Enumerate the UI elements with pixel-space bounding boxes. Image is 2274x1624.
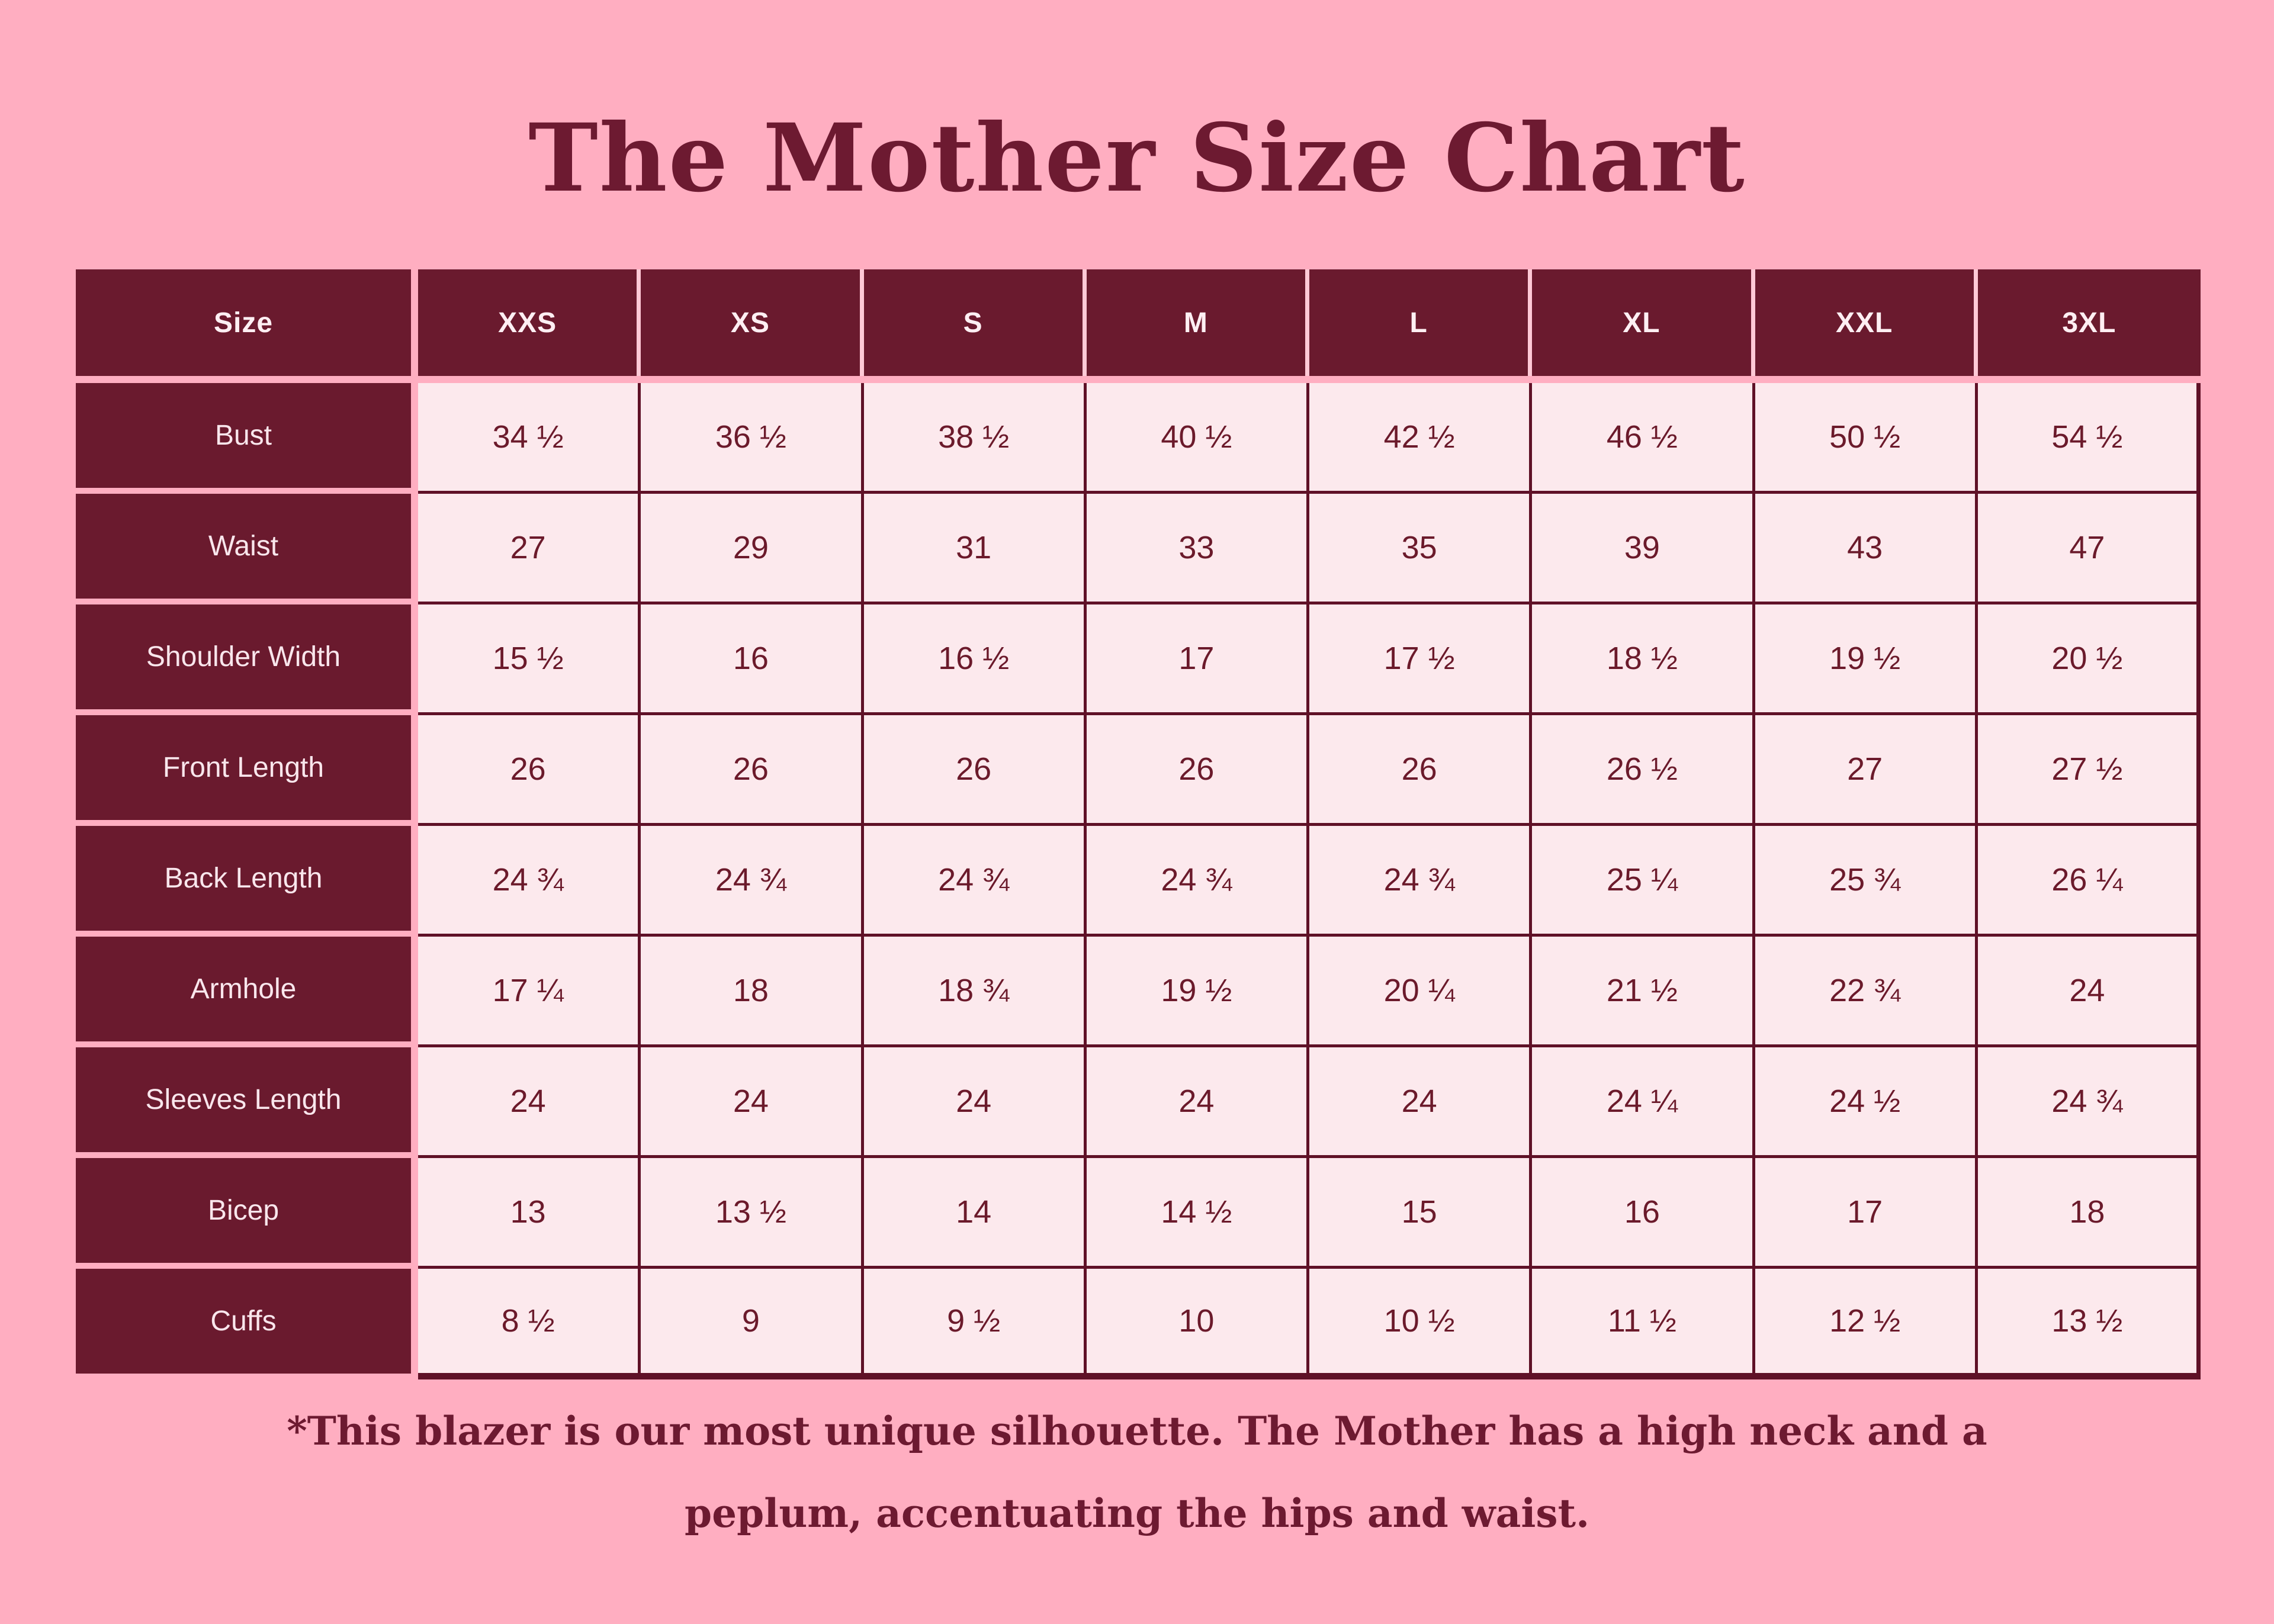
table-cell: 18 ¾ (863, 937, 1087, 1047)
table-cell: 26 (418, 715, 641, 826)
table-cell: 38 ½ (863, 383, 1087, 494)
table-cell: 12 ½ (1755, 1269, 1978, 1379)
table-cell: 18 ½ (1532, 604, 1755, 715)
table-cell: 21 ½ (1532, 937, 1755, 1047)
table-cell: 9 (641, 1269, 864, 1379)
table-cell: 39 (1532, 494, 1755, 604)
table-cell: 9 ½ (863, 1269, 1087, 1379)
table-cell: 14 (863, 1158, 1087, 1269)
table-cell: 47 (1977, 494, 2201, 604)
table-cell: 13 ½ (641, 1158, 864, 1269)
table-cell: 20 ¼ (1309, 937, 1533, 1047)
table-cell: 17 ½ (1309, 604, 1533, 715)
table-cell: 27 (418, 494, 641, 604)
row-label-bust: Bust (76, 383, 411, 488)
footnote-line-1: *This blazer is our most unique silhouet… (287, 1408, 1987, 1454)
table-cell: 40 ½ (1086, 383, 1309, 494)
column-header-xs: XS (641, 269, 864, 376)
table-cell: 10 ½ (1309, 1269, 1533, 1379)
table-cell: 24 (1309, 1047, 1533, 1158)
table-cell: 15 (1309, 1158, 1533, 1269)
table-cell: 33 (1086, 494, 1309, 604)
table-cell: 24 ½ (1755, 1047, 1978, 1158)
table-cell: 26 ¼ (1977, 826, 2201, 937)
table-cell: 24 (863, 1047, 1087, 1158)
column-header-m: M (1086, 269, 1309, 376)
table-cell: 27 (1755, 715, 1978, 826)
row-label-shoulder-width: Shoulder Width (76, 604, 411, 709)
table-header-row: Size XXS XS S M L XL XXL 3XL (76, 269, 2201, 376)
table-cell: 24 ¾ (641, 826, 864, 937)
table-cell: 14 ½ (1086, 1158, 1309, 1269)
size-chart-table: Size XXS XS S M L XL XXL 3XL Bust 34 ½ 3… (76, 269, 2201, 1379)
table-cell: 35 (1309, 494, 1533, 604)
table-cell: 24 (418, 1047, 641, 1158)
table-cell: 26 (1086, 715, 1309, 826)
table-cell: 25 ¾ (1755, 826, 1978, 937)
table-body: Bust 34 ½ 36 ½ 38 ½ 40 ½ 42 ½ 46 ½ 50 ½ … (76, 383, 2201, 1379)
table-cell: 43 (1755, 494, 1978, 604)
table-cell: 13 ½ (1977, 1269, 2201, 1379)
table-cell: 24 ¼ (1532, 1047, 1755, 1158)
table-cell: 26 (1309, 715, 1533, 826)
row-label-armhole: Armhole (76, 937, 411, 1041)
column-header-3xl: 3XL (1977, 269, 2201, 376)
header-gap (411, 269, 418, 376)
table-cell: 46 ½ (1532, 383, 1755, 494)
table-cell: 50 ½ (1755, 383, 1978, 494)
table-cell: 29 (641, 494, 864, 604)
row-label-waist: Waist (76, 494, 411, 599)
table-cell: 18 (641, 937, 864, 1047)
table-cell: 24 ¾ (863, 826, 1087, 937)
table-cell: 22 ¾ (1755, 937, 1978, 1047)
table-cell: 16 (1532, 1158, 1755, 1269)
page-title: The Mother Size Chart (528, 104, 1746, 213)
table-cell: 18 (1977, 1158, 2201, 1269)
column-header-xl: XL (1532, 269, 1755, 376)
row-label-back-length: Back Length (76, 826, 411, 931)
row-label-sleeves-length: Sleeves Length (76, 1047, 411, 1152)
row-label-cuffs: Cuffs (76, 1269, 411, 1374)
table-cell: 24 ¾ (1309, 826, 1533, 937)
table-cell: 26 (641, 715, 864, 826)
table-cell: 24 (1086, 1047, 1309, 1158)
table-cell: 26 (863, 715, 1087, 826)
table-cell: 31 (863, 494, 1087, 604)
footnote-line-2: peplum, accentuating the hips and waist. (684, 1490, 1590, 1536)
table-cell: 19 ½ (1755, 604, 1978, 715)
table-cell: 10 (1086, 1269, 1309, 1379)
table-cell: 27 ½ (1977, 715, 2201, 826)
table-cell: 24 ¾ (418, 826, 641, 937)
table-cell: 17 ¼ (418, 937, 641, 1047)
column-header-l: L (1309, 269, 1533, 376)
table-cell: 54 ½ (1977, 383, 2201, 494)
footnote: *This blazer is our most unique silhouet… (0, 1390, 2274, 1554)
row-label-bicep: Bicep (76, 1158, 411, 1263)
table-cell: 16 ½ (863, 604, 1087, 715)
table-cell: 36 ½ (641, 383, 864, 494)
column-header-xxl: XXL (1755, 269, 1978, 376)
column-header-s: S (863, 269, 1087, 376)
table-cell: 26 ½ (1532, 715, 1755, 826)
table-cell: 16 (641, 604, 864, 715)
table-cell: 20 ½ (1977, 604, 2201, 715)
table-cell: 8 ½ (418, 1269, 641, 1379)
table-cell: 17 (1086, 604, 1309, 715)
column-header-xxs: XXS (418, 269, 641, 376)
column-header-size: Size (76, 269, 411, 376)
row-label-front-length: Front Length (76, 715, 411, 820)
table-cell: 24 (641, 1047, 864, 1158)
table-cell: 42 ½ (1309, 383, 1533, 494)
table-cell: 34 ½ (418, 383, 641, 494)
table-cell: 19 ½ (1086, 937, 1309, 1047)
table-cell: 25 ¼ (1532, 826, 1755, 937)
table-cell: 13 (418, 1158, 641, 1269)
table-cell: 17 (1755, 1158, 1978, 1269)
table-cell: 24 ¾ (1977, 1047, 2201, 1158)
table-cell: 11 ½ (1532, 1269, 1755, 1379)
table-cell: 15 ½ (418, 604, 641, 715)
table-cell: 24 ¾ (1086, 826, 1309, 937)
table-cell: 24 (1977, 937, 2201, 1047)
